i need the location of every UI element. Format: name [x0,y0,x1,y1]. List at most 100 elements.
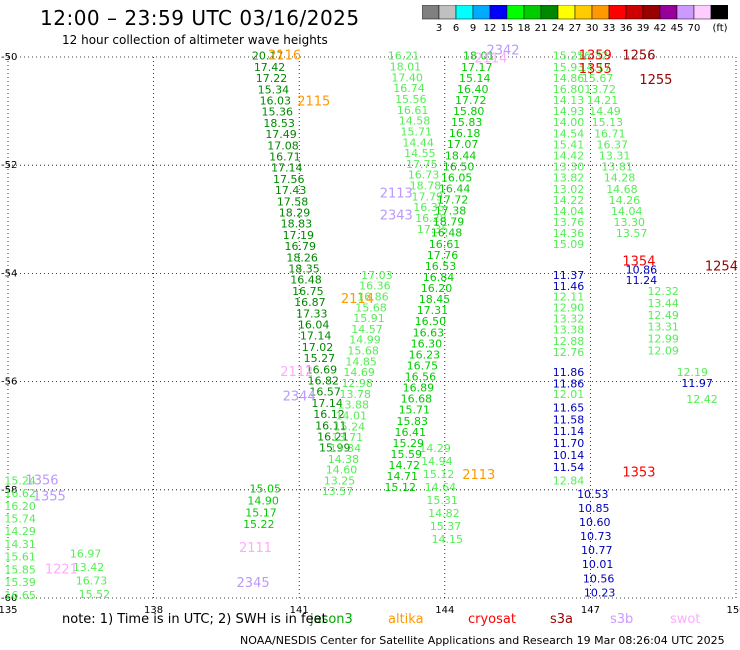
track-lg-s3a-b: 16.3214.1715.6713.7214.2114.4915.1316.71… [577,50,647,240]
swh-value-label: 17.72 [437,194,469,207]
swh-value-label: 11.58 [553,413,585,426]
swh-value-label: 10.73 [580,530,612,543]
swh-value-label: 15.71 [399,404,431,417]
swh-value-label: 18.78 [410,180,442,193]
swh-value-label: 17.14 [300,330,332,343]
swh-value-label: 16.36 [359,280,391,293]
swh-value-label: 16.63 [413,326,445,339]
swh-value-label: 13.31 [647,321,679,334]
swh-value-label: 14.69 [343,366,375,379]
track-lg-left: 15.2416.6216.2015.7414.2914.3115.6115.85… [4,474,36,601]
swh-value-label: 17.58 [277,195,309,208]
swh-value-label: 15.36 [261,106,293,119]
swh-value-label: 17.19 [283,229,315,242]
scale-tick-label: 42 [654,23,667,33]
chart-title: 12:00 – 23:59 UTC 03/16/2025 [40,6,360,30]
swh-value-label: 16.61 [397,104,429,117]
swh-value-label: 14.99 [349,334,381,347]
swh-value-label: 11.46 [553,280,585,293]
swh-value-label: 17.14 [311,397,343,410]
scale-unit-label: (ft) [712,23,727,33]
swh-value-label: 16.97 [70,547,102,560]
swh-value-label: 16.05 [441,171,473,184]
swh-value-label: 17.33 [296,307,328,320]
swh-value-label: 18.83 [281,218,313,231]
scale-swatch [710,5,728,20]
swh-value-label: 15.27 [304,352,336,365]
pass-id-label: 1355 [579,62,612,77]
swh-value-label: 16.74 [393,82,425,95]
swh-value-label: 17.75 [406,158,438,171]
swh-value-label: 15.13 [592,116,624,129]
swh-value-label: 15.59 [391,448,423,461]
x-tick-label: 141 [290,605,309,616]
swh-value-label: 17.14 [271,162,303,175]
swh-value-label: 15.68 [347,345,379,358]
scale-tick-label: 36 [620,23,633,33]
swh-value-label: 14.36 [553,227,585,240]
swh-value-label: 16.03 [260,94,292,107]
swh-value-label: 16.23 [409,348,441,361]
pass-id-label: 1359 [579,49,612,64]
swh-value-label: 16.18 [449,127,481,140]
swh-value-label: 11.24 [626,274,658,287]
swh-value-label: 13.76 [553,216,585,229]
swh-value-label: 12.98 [341,377,373,390]
swh-value-label: 17.02 [302,341,334,354]
satellite-legend-swot: swot [670,612,701,627]
swh-value-label: 17.76 [427,249,459,262]
swh-value-label: 13.57 [322,485,354,498]
x-tick-label: 150 [726,605,740,616]
satellite-legend-s3b: s3b [610,612,634,627]
swh-value-label: 16.75 [407,359,439,372]
track-dg-desc: 20.1717.4217.2215.3416.0315.3618.5317.49… [252,50,351,455]
swh-value-label: 10.60 [579,516,611,529]
y-tick-label: -58 [1,485,17,496]
swh-value-label: 15.22 [243,518,275,531]
swh-value-label: 15.80 [453,105,485,118]
swh-value-label: 14.71 [386,470,418,483]
swh-value-label: 16.69 [306,363,338,376]
swh-value-label: 11.70 [553,437,585,450]
swh-value-label: 13.82 [553,172,585,185]
swh-value-label: 16.61 [429,238,461,251]
swh-value-label: 14.57 [351,323,383,336]
swh-value-label: 15.71 [401,125,433,138]
swh-value-label: 14.49 [589,105,621,118]
track-lg-asc: 17.0316.3616.8615.6815.9114.5714.9915.68… [322,269,393,498]
swh-value-label: 16.30 [411,337,443,350]
swh-value-label: 12.90 [553,302,585,315]
swh-value-label: 12.19 [677,366,709,379]
swh-value-label: 15.83 [397,415,429,428]
swh-value-label: 15.12 [384,481,416,494]
swh-value-label: 16.40 [457,83,489,96]
scale-tick-label: 45 [671,23,684,33]
swh-value-label: 17.17 [461,61,493,74]
swh-value-label: 13.81 [601,161,633,174]
scale-tick-label: 30 [586,23,599,33]
swh-value-label: 15.14 [459,72,491,85]
swh-value-label: 14.94 [421,455,453,468]
swh-value-label: 18.01 [390,61,422,74]
pass-id-label: 1356 [25,473,58,488]
swh-value-label: 12.32 [647,285,679,298]
swh-value-label: 13.30 [613,216,645,229]
swh-value-label: 14.04 [611,205,643,218]
swh-value-label: 15.61 [4,551,36,564]
swh-value-label: 13.57 [616,227,648,240]
swh-value-label: 15.24 [334,420,366,433]
swh-value-label: 18.45 [419,293,451,306]
track-lg-s3a-e: 12.84 [553,474,585,487]
track-lg-s3b-3: 12.42 [686,393,718,406]
scale-tick-label: 27 [569,23,582,33]
swh-value-label: 14.86 [553,72,585,85]
swh-value-label: 13.30 [553,161,585,174]
plot-area: 135 138 141 144 147 150 -50 -52 -54 -56 -58 -60 20.1… [0,43,740,616]
swh-value-label: 18.29 [279,206,311,219]
pass-id-label: 2111 [239,541,272,556]
satellite-legend-s3a: s3a [550,612,574,627]
swh-value-label: 15.31 [426,494,458,507]
swh-value-label: 14.21 [587,94,619,107]
